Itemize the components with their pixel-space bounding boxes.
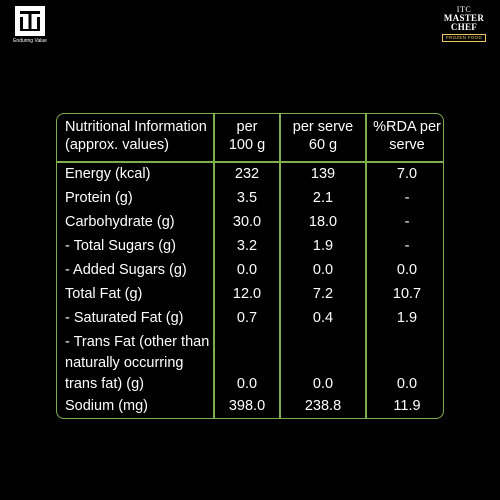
- mc-logo-badge: FROZEN FOOD: [441, 34, 487, 42]
- row-per100: 12.0: [232, 286, 262, 302]
- header-col2-line1: per: [236, 119, 258, 135]
- row-perserve: 18.0: [308, 214, 338, 230]
- row-perserve: 0.4: [312, 310, 334, 326]
- table-divider-2: [279, 114, 281, 418]
- row-per100: 30.0: [232, 214, 262, 230]
- row-rda: -: [404, 214, 410, 230]
- header-col2-line2: 100 g: [228, 137, 266, 153]
- row-label: - Saturated Fat (g): [65, 310, 184, 326]
- row-rda: -: [404, 238, 410, 254]
- row-label: Total Fat (g): [65, 286, 143, 302]
- row-perserve: 7.2: [312, 286, 334, 302]
- row-perserve: 238.8: [304, 398, 342, 414]
- row-label-line1: - Trans Fat (other than: [65, 334, 210, 350]
- itc-tagline: Enduring Value: [13, 38, 47, 44]
- nutrition-table: Nutritional Information (approx. values)…: [56, 113, 444, 419]
- table-header-divider: [57, 161, 443, 163]
- header-col3-line1: per serve: [292, 119, 354, 135]
- row-label: Energy (kcal): [65, 166, 151, 182]
- table-divider-3: [365, 114, 367, 418]
- row-label: Carbohydrate (g): [65, 214, 175, 230]
- row-rda: -: [404, 190, 410, 206]
- row-label: Protein (g): [65, 190, 133, 206]
- table-divider-1: [213, 114, 215, 418]
- row-perserve: 139: [310, 166, 336, 182]
- row-rda: 0.0: [396, 262, 418, 278]
- row-per100: 232: [234, 166, 260, 182]
- row-per100: 0.7: [236, 310, 258, 326]
- row-per100: 0.0: [236, 376, 258, 392]
- row-perserve: 0.0: [312, 262, 334, 278]
- header-col4-line2: serve: [389, 137, 425, 153]
- row-perserve: 2.1: [312, 190, 334, 206]
- header-label-line1: Nutritional Information: [65, 119, 207, 135]
- row-per100: 3.2: [236, 238, 258, 254]
- row-per100: 3.5: [236, 190, 258, 206]
- header-col3-line2: 60 g: [308, 137, 338, 153]
- mc-logo-line1: ITC: [456, 5, 472, 14]
- row-rda: 7.0: [396, 166, 418, 182]
- row-rda: 11.9: [393, 398, 421, 414]
- mc-logo-line2: MASTER: [443, 13, 485, 23]
- row-per100: 398.0: [228, 398, 266, 414]
- header-label-line2: (approx. values): [65, 137, 169, 153]
- row-perserve: 1.9: [312, 238, 334, 254]
- row-rda: 0.0: [396, 376, 418, 392]
- row-label-line3: trans fat) (g): [65, 376, 144, 392]
- row-label: - Added Sugars (g): [65, 262, 187, 278]
- row-rda: 1.9: [396, 310, 418, 326]
- row-label: Sodium (mg): [65, 398, 148, 414]
- mc-logo-line3: CHEF: [450, 22, 478, 32]
- itc-logo-icon: [15, 6, 45, 36]
- row-label: - Total Sugars (g): [65, 238, 176, 254]
- master-chef-logo: ITC MASTER CHEF FROZEN FOOD: [436, 6, 492, 50]
- row-perserve: 0.0: [312, 376, 334, 392]
- row-per100: 0.0: [236, 262, 258, 278]
- row-label-line2: naturally occurring: [65, 355, 184, 371]
- header-col4-line1: %RDA per: [373, 119, 441, 135]
- itc-logo: Enduring Value: [8, 6, 52, 50]
- row-rda: 10.7: [392, 286, 422, 302]
